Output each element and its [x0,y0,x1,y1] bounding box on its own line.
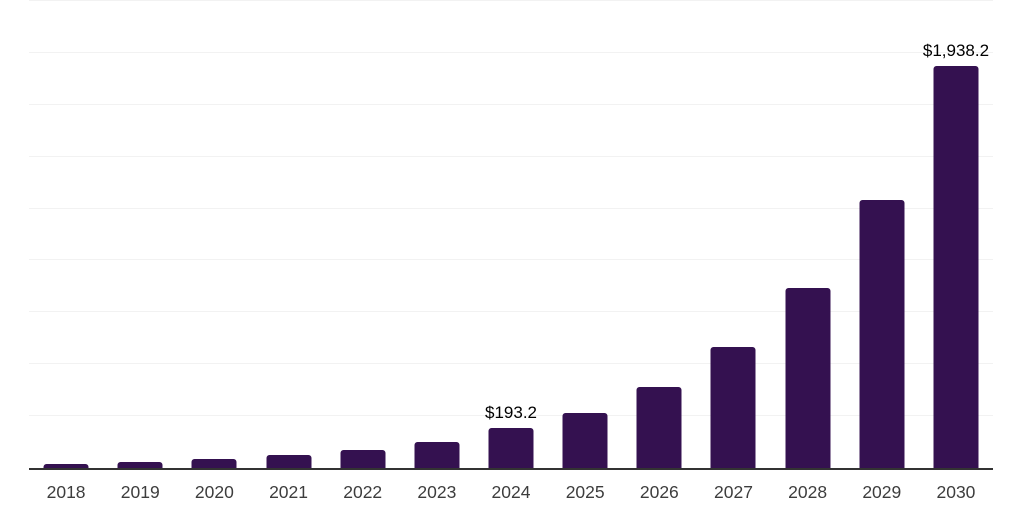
bar-2023 [414,441,460,468]
x-tick-label-2028: 2028 [788,482,828,502]
bar-column-2026 [622,1,696,468]
x-tick-label-2018: 2018 [46,482,86,502]
x-tick-label-2019: 2019 [120,482,160,502]
x-tick-label-2020: 2020 [194,482,234,502]
bars-layer: $193.2 $1,938.2 [29,1,993,468]
bar-column-2028 [771,1,845,468]
gridline [29,415,993,417]
bar-2030 [933,65,979,468]
x-tick-label-2021: 2021 [269,482,309,502]
x-tick-label-2025: 2025 [565,482,605,502]
bar-2018 [43,463,89,468]
x-tick-label-2024: 2024 [491,482,531,502]
x-tick-label-2022: 2022 [343,482,383,502]
bar-column-2024: $193.2 [474,1,548,468]
gridline [29,259,993,261]
bar-2020 [191,458,237,468]
bar-2026 [636,386,682,468]
x-tick-label-2029: 2029 [862,482,902,502]
bar-2028 [785,287,831,468]
x-tick-label-2023: 2023 [417,482,457,502]
bar-column-2022 [326,1,400,468]
gridline [29,155,993,157]
bar-2024 [488,427,534,468]
x-axis: 2018 2019 2020 2021 2022 2023 2024 2025 2026 2027… [29,482,993,502]
bar-column-2030: $1,938.2 [919,1,993,468]
gridline [29,311,993,313]
bar-column-2025 [548,1,622,468]
x-axis-line [29,468,993,470]
plot-area: $193.2 $1,938.2 [29,0,993,468]
bar-2029 [859,200,905,468]
bar-value-label-2024: $193.2 [485,402,538,422]
gridline [29,207,993,209]
bar-column-2029 [845,1,919,468]
bar-column-2023 [400,1,474,468]
bar-2021 [266,454,312,468]
bar-column-2019 [103,1,177,468]
bar-2025 [562,413,608,468]
x-tick-label-2027: 2027 [714,482,753,502]
bar-column-2027 [696,1,770,468]
gridline [29,0,993,1]
bar-column-2020 [177,1,251,468]
bar-column-2018 [29,1,103,468]
x-tick-label-2026: 2026 [639,482,679,502]
gridline [29,103,993,105]
bar-2022 [340,449,386,468]
gridline [29,51,993,53]
gridline [29,363,993,365]
bar-column-2021 [251,1,325,468]
x-tick-label-2030: 2030 [936,482,976,502]
bar-value-label-2030: $1,938.2 [922,40,990,60]
bar-2027 [710,347,756,468]
bar-2019 [117,461,163,468]
